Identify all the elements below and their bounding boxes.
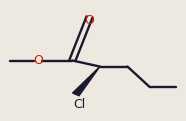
Text: O: O <box>33 54 43 67</box>
Polygon shape <box>73 67 100 96</box>
Text: Cl: Cl <box>73 98 85 111</box>
Text: O: O <box>85 14 94 27</box>
